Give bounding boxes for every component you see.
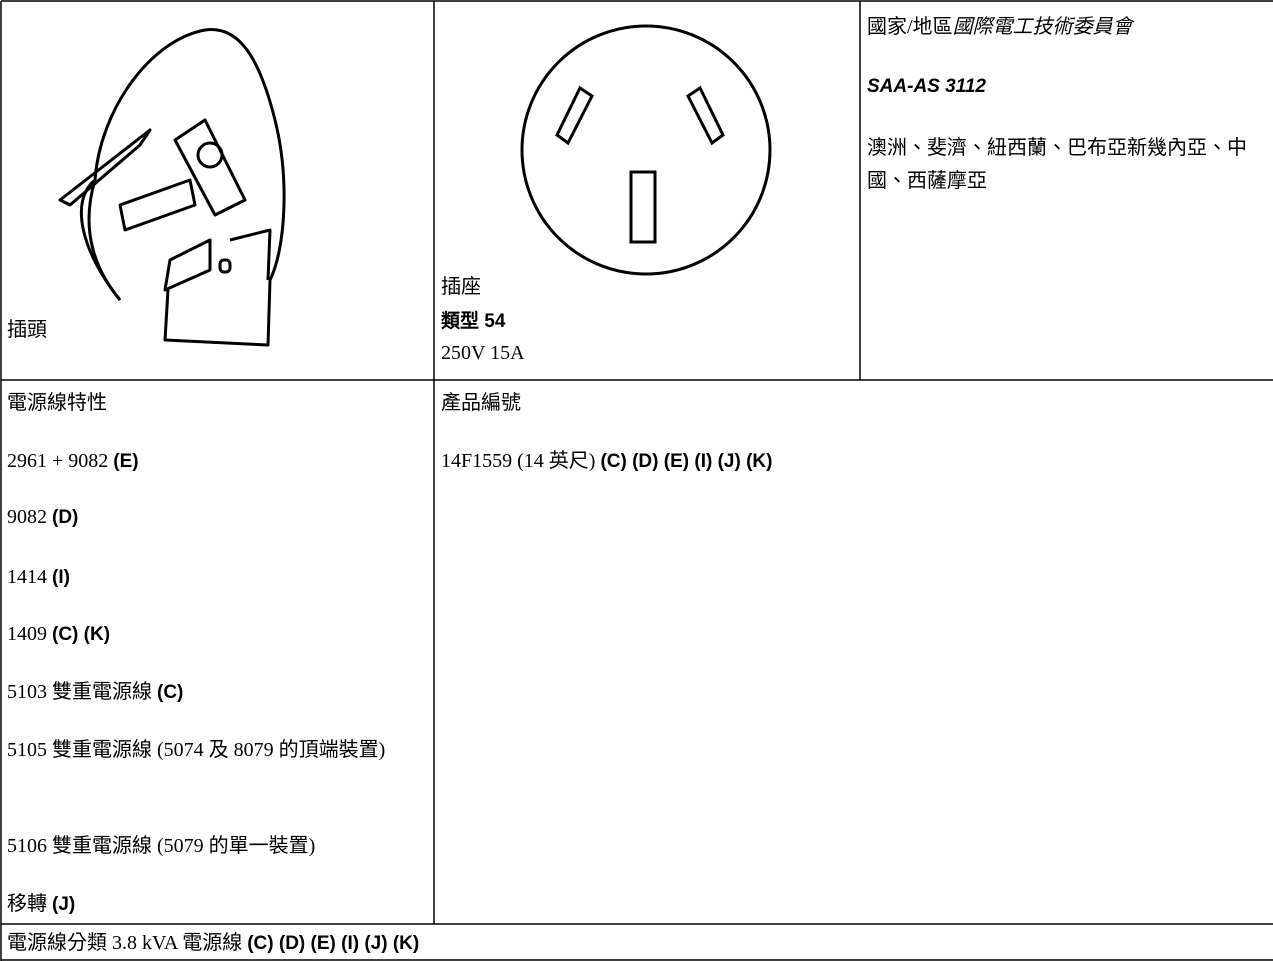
item-code: (C) [157,682,184,703]
region-line: 國家/地區國際電工技術委員會 [867,12,1133,42]
region-label: 國家/地區 [867,16,953,38]
item-text: 14F1559 (14 英尺) [441,450,596,472]
item-code: (I) [52,567,70,588]
item-text: 1409 [7,623,47,645]
countries: 澳洲、斐濟、紐西蘭、巴布亞新幾內亞、中國、西薩摩亞 [867,137,1247,192]
socket-drawing [520,24,772,276]
list-item: 5103 雙重電源線 (C) [7,677,427,708]
plug-drawing [58,28,286,347]
part-numbers-heading: 產品編號 [441,392,521,414]
classification-text: 電源線分類 3.8 kVA 電源線 [7,932,243,954]
classification: 電源線分類 3.8 kVA 電源線 (C) (D) (E) (I) (J) (K… [7,928,419,959]
item-text: 5103 雙重電源線 [7,681,152,703]
classification-code: (C) (D) (E) (I) (J) (K) [247,933,420,954]
characteristics-heading: 電源線特性 [7,392,107,414]
item-code: (D) [52,507,79,528]
list-item: 移轉 (J) [7,889,427,920]
item-text: 2961 + 9082 [7,450,109,472]
item-text: 1414 [7,566,47,588]
list-item: 1414 (I) [7,562,427,593]
item-code: (E) [113,451,139,472]
socket-type: 類型 54 [441,311,506,332]
organization: 國際電工技術委員會 [952,16,1133,38]
item-text: 5105 雙重電源線 (5074 及 8079 的頂端裝置) [7,739,386,761]
standard: SAA-AS 3112 [867,76,986,97]
item-text: 5106 雙重電源線 (5079 的單一裝置) [7,835,316,857]
list-item: 5106 雙重電源線 (5079 的單一裝置) [7,831,427,861]
list-item: 1409 (C) (K) [7,619,427,650]
list-item: 9082 (D) [7,502,427,533]
socket-label: 插座 [441,276,481,298]
list-item: 5105 雙重電源線 (5074 及 8079 的頂端裝置) [7,735,427,765]
item-text: 移轉 [7,893,47,915]
item-text: 9082 [7,506,47,528]
item-code: (C) (D) (E) (I) (J) (K) [600,451,773,472]
list-item: 2961 + 9082 (E) [7,446,427,477]
item-code: (C) (K) [52,624,111,645]
list-item: 14F1559 (14 英尺) (C) (D) (E) (I) (J) (K) [441,446,1261,477]
socket-rating: 250V 15A [441,342,525,364]
item-code: (J) [52,894,76,915]
plug-label: 插頭 [7,319,47,341]
